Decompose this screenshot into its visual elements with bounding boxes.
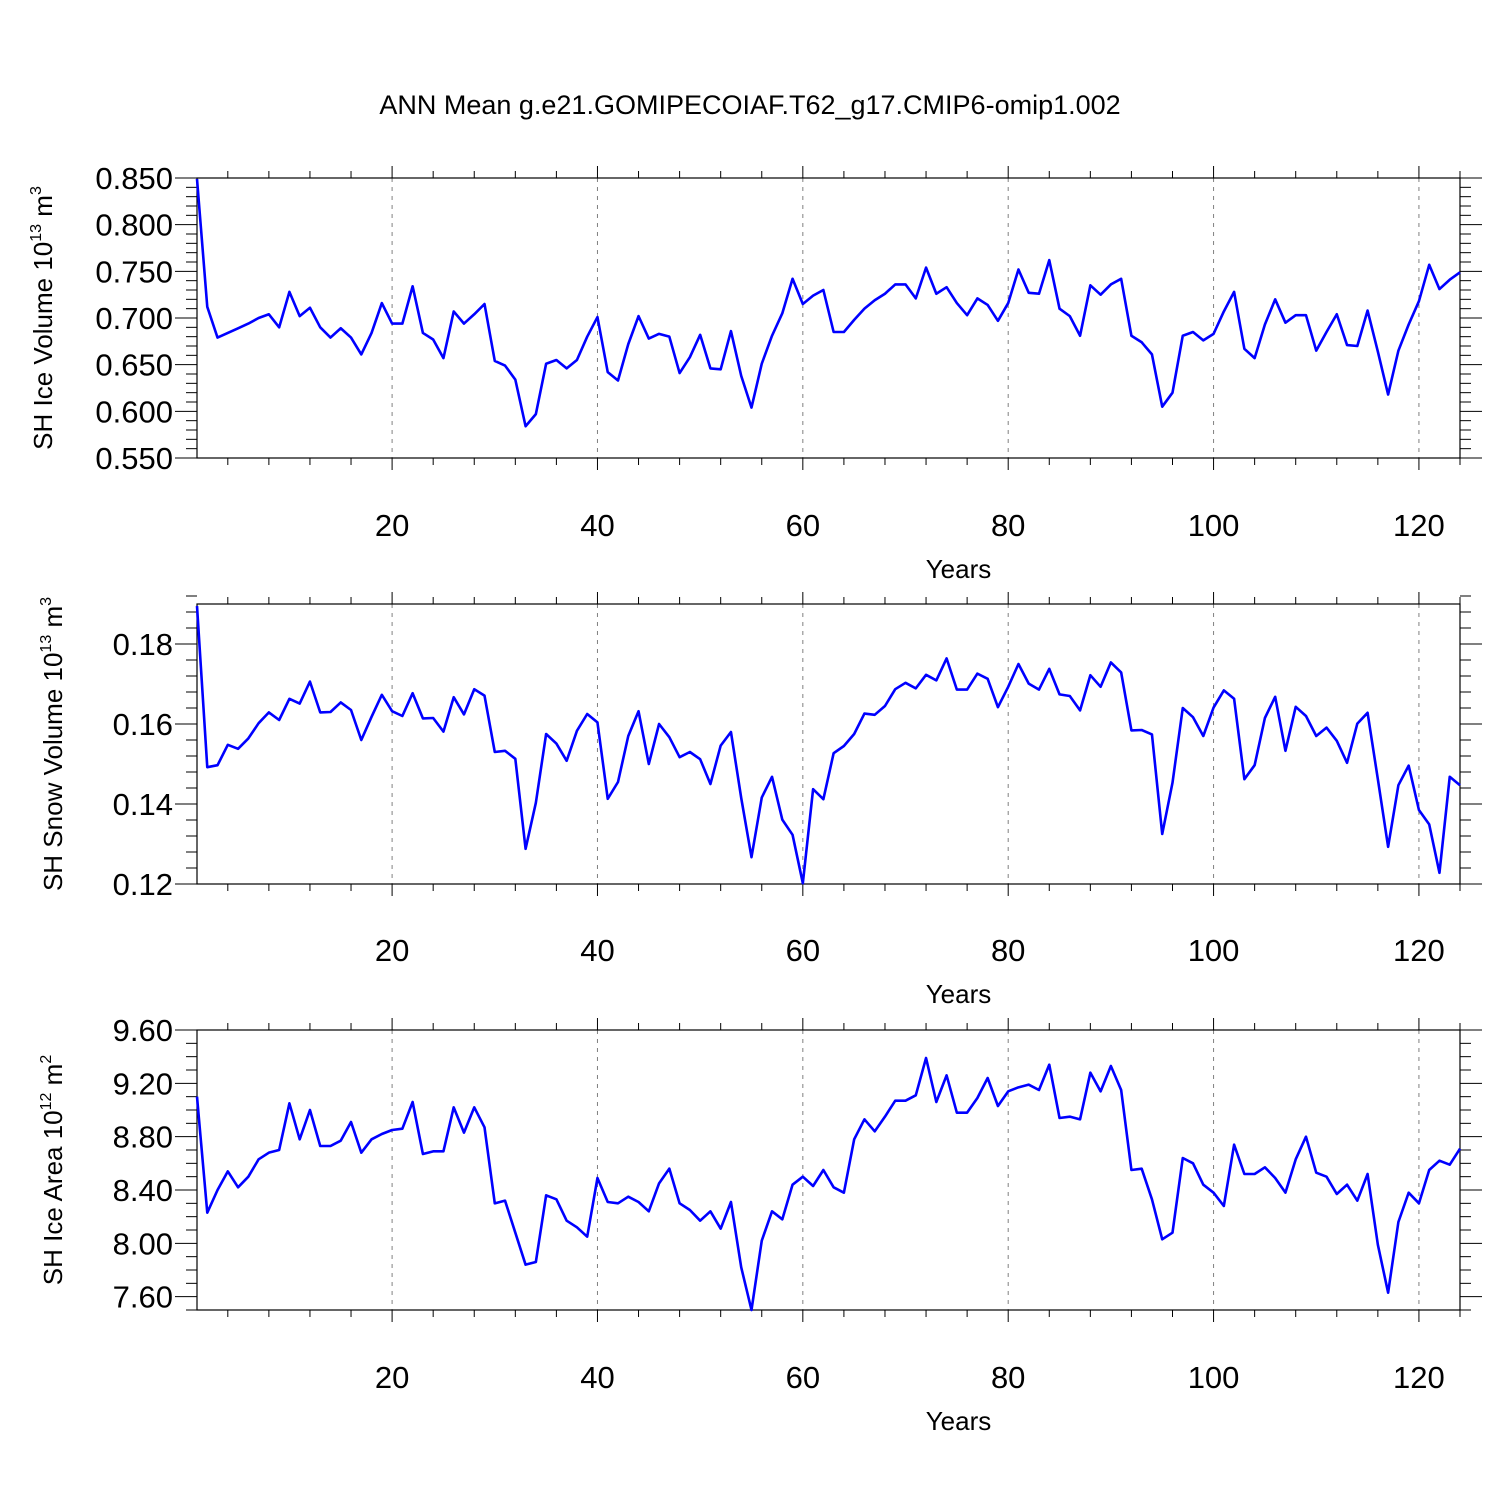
series-line [195,178,1461,428]
y-tick-label: 0.850 [95,161,173,196]
y-axis-label: SH Snow Volume 1013 m3 [38,597,68,891]
x-tick-label: 120 [1393,1360,1445,1395]
plot-frame [196,603,1461,885]
chart-panel-2: 0.12 0.14 0.16 0.18 20 40 60 80 100 120 Years SH Sn… [38,592,1482,1009]
x-tick-label: 40 [580,508,614,543]
x-tick-label: 40 [580,933,614,968]
x-tick-label: 20 [375,508,409,543]
y-tick-label: 0.750 [95,254,173,289]
chart-title: ANN Mean g.e21.GOMIPECOIAF.T62_g17.CMIP6… [379,90,1120,120]
plot-frame [196,177,1461,459]
y-tick-label: 0.14 [113,787,173,822]
y-tick-label: 9.60 [113,1013,173,1048]
x-tick-label: 20 [375,933,409,968]
x-axis-label: Years [926,1406,992,1436]
x-tick-label: 80 [991,508,1025,543]
x-tick-label: 100 [1188,508,1240,543]
x-tick-label: 120 [1393,508,1445,543]
y-tick-label: 0.16 [113,707,173,742]
x-tick-label: 60 [786,933,820,968]
plot-frame [196,1029,1461,1311]
y-tick-label: 0.650 [95,348,173,383]
x-tick-label: 80 [991,933,1025,968]
y-tick-label: 8.00 [113,1226,173,1261]
chart-panel-1: 0.550 0.600 0.650 0.700 0.750 0.800 0.850 20 40 6… [28,161,1482,584]
x-axis-label: Years [926,554,992,584]
y-tick-label: 8.80 [113,1120,173,1155]
x-tick-label: 120 [1393,933,1445,968]
x-tick-label: 60 [786,508,820,543]
y-axis-label: SH Ice Area 1012 m2 [38,1055,68,1286]
series-line [195,605,1461,885]
y-tick-label: 0.550 [95,441,173,476]
y-tick-label: 8.40 [113,1173,173,1208]
x-tick-label: 80 [991,1360,1025,1395]
y-tick-label: 0.12 [113,867,173,902]
x-tick-label: 20 [375,1360,409,1395]
x-axis-label: Years [926,979,992,1009]
x-tick-label: 100 [1188,1360,1240,1395]
y-tick-label: 7.60 [113,1280,173,1315]
series-line [195,1056,1462,1312]
chart-panel-3: 7.60 8.00 8.40 8.80 9.20 9.60 20 40 60 80 100 120 Ye… [38,1013,1482,1436]
y-tick-label: 0.18 [113,627,173,662]
y-tick-label: 0.800 [95,208,173,243]
y-tick-label: 0.600 [95,394,173,429]
x-tick-label: 60 [786,1360,820,1395]
x-tick-label: 40 [580,1360,614,1395]
y-tick-label: 0.700 [95,301,173,336]
y-tick-label: 9.20 [113,1066,173,1101]
y-axis-label: SH Ice Volume 1013 m3 [28,186,58,450]
x-tick-label: 100 [1188,933,1240,968]
